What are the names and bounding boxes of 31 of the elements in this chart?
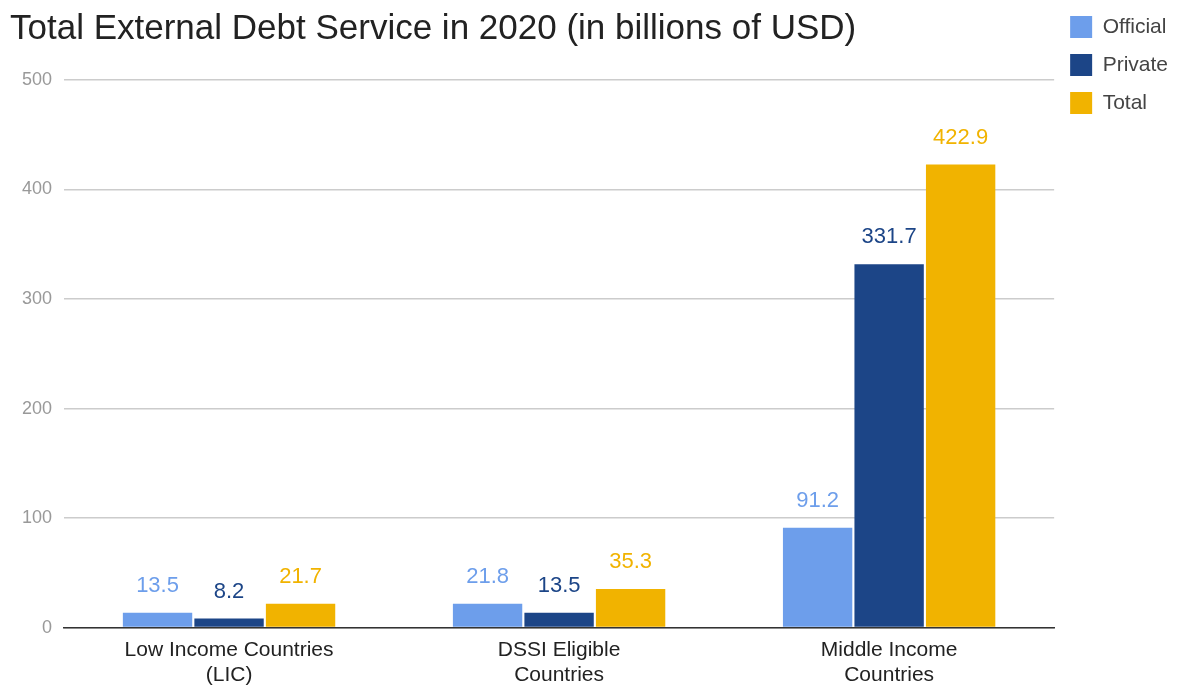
data-label: 13.5: [537, 571, 581, 597]
data-label: 13.5: [136, 571, 179, 597]
bar: [925, 164, 996, 627]
data-label: 422.9: [933, 123, 989, 149]
data-label: 21.7: [279, 562, 322, 588]
bar: [194, 618, 264, 627]
data-label: 8.2: [213, 577, 245, 603]
y-tick-label: 200: [21, 397, 53, 418]
y-tick-label: 0: [42, 616, 53, 637]
x-tick-label: Low Income Countries (LIC): [124, 637, 334, 686]
y-tick-label: 500: [21, 68, 53, 89]
legend-label: Total: [1102, 89, 1147, 113]
data-label: 331.7: [861, 223, 917, 249]
legend-label: Official: [1102, 13, 1167, 37]
bar: [265, 603, 336, 627]
bar: [782, 527, 853, 627]
y-tick-label: 100: [21, 507, 53, 528]
data-label: 21.8: [466, 562, 509, 588]
data-label: 35.3: [609, 548, 653, 573]
chart-title: Total External Debt Service in 2020 (in billions of USD): [10, 6, 857, 46]
y-tick-label: 400: [21, 178, 53, 199]
bar: [524, 612, 594, 627]
bar: [595, 588, 666, 627]
bar: [122, 612, 193, 627]
bar: [452, 603, 523, 627]
y-tick-label: 300: [21, 288, 53, 309]
x-tick-label: DSSI Eligible Countries: [497, 637, 621, 686]
legend-label: Private: [1102, 51, 1168, 75]
bar: [854, 264, 924, 627]
data-label: 91.2: [796, 486, 840, 512]
x-tick-label: Middle Income Countries: [820, 637, 958, 686]
